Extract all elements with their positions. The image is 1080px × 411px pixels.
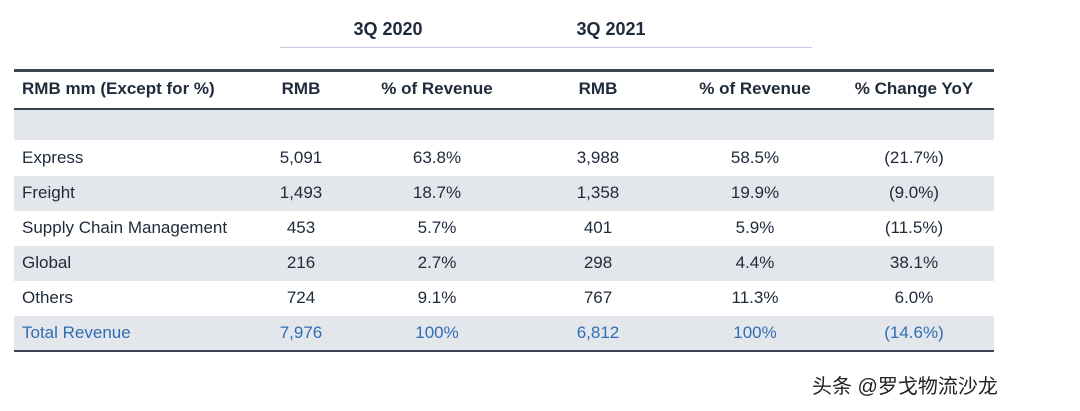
cell-value: 401	[583, 218, 613, 237]
cell-value: 1,493	[279, 183, 323, 202]
column-header: RMB	[281, 79, 321, 98]
row-label: Freight	[22, 183, 75, 202]
cell-value: 18.7%	[412, 183, 462, 202]
cell-value: 9.1%	[417, 288, 457, 307]
cell-value: 5,091	[279, 148, 323, 167]
column-header: % of Revenue	[699, 79, 811, 98]
cell-value: (21.7%)	[884, 148, 944, 167]
row-label: Others	[22, 288, 74, 307]
table-bottom-rule	[14, 350, 994, 352]
row-band	[14, 246, 994, 281]
cell-value: 63.8%	[412, 148, 462, 167]
cell-value: 298	[583, 253, 613, 272]
row-label: Supply Chain Management	[22, 218, 228, 237]
row-band	[14, 176, 994, 211]
total-value: (14.6%)	[884, 323, 944, 342]
period-header: 3Q 2020	[353, 19, 423, 39]
cell-value: 58.5%	[730, 148, 780, 167]
watermark: 头条 @罗戈物流沙龙	[812, 376, 998, 398]
table-top-rule	[14, 69, 994, 72]
column-header: % of Revenue	[381, 79, 493, 98]
empty-row	[14, 110, 994, 140]
column-header: % Change YoY	[854, 79, 974, 98]
cell-value: 4.4%	[735, 253, 775, 272]
total-value: 100%	[733, 323, 777, 342]
row-band	[14, 316, 994, 350]
cell-value: 38.1%	[889, 253, 939, 272]
total-value: 100%	[415, 323, 459, 342]
cell-value: 3,988	[576, 148, 620, 167]
cell-value: 216	[286, 253, 316, 272]
period-header: 3Q 2021	[576, 19, 646, 39]
cell-value: (9.0%)	[888, 183, 940, 202]
row-label: Global	[22, 253, 72, 272]
cell-value: 453	[286, 218, 316, 237]
column-header: RMB mm (Except for %)	[22, 79, 215, 98]
cell-value: 2.7%	[417, 253, 457, 272]
total-value: 6,812	[576, 323, 620, 342]
cell-value: 5.9%	[735, 218, 775, 237]
total-label: Total Revenue	[22, 323, 131, 342]
row-label: Express	[22, 148, 84, 167]
cell-value: 5.7%	[417, 218, 457, 237]
cell-value: 11.3%	[731, 288, 779, 307]
cell-value: 724	[286, 288, 316, 307]
header-rule	[14, 108, 994, 110]
total-value: 7,976	[279, 323, 323, 342]
period-rule	[280, 47, 812, 48]
cell-value: (11.5%)	[884, 218, 944, 237]
cell-value: 767	[583, 288, 613, 307]
cell-value: 6.0%	[894, 288, 934, 307]
cell-value: 1,358	[576, 183, 620, 202]
column-header: RMB	[578, 79, 618, 98]
cell-value: 19.9%	[730, 183, 780, 202]
